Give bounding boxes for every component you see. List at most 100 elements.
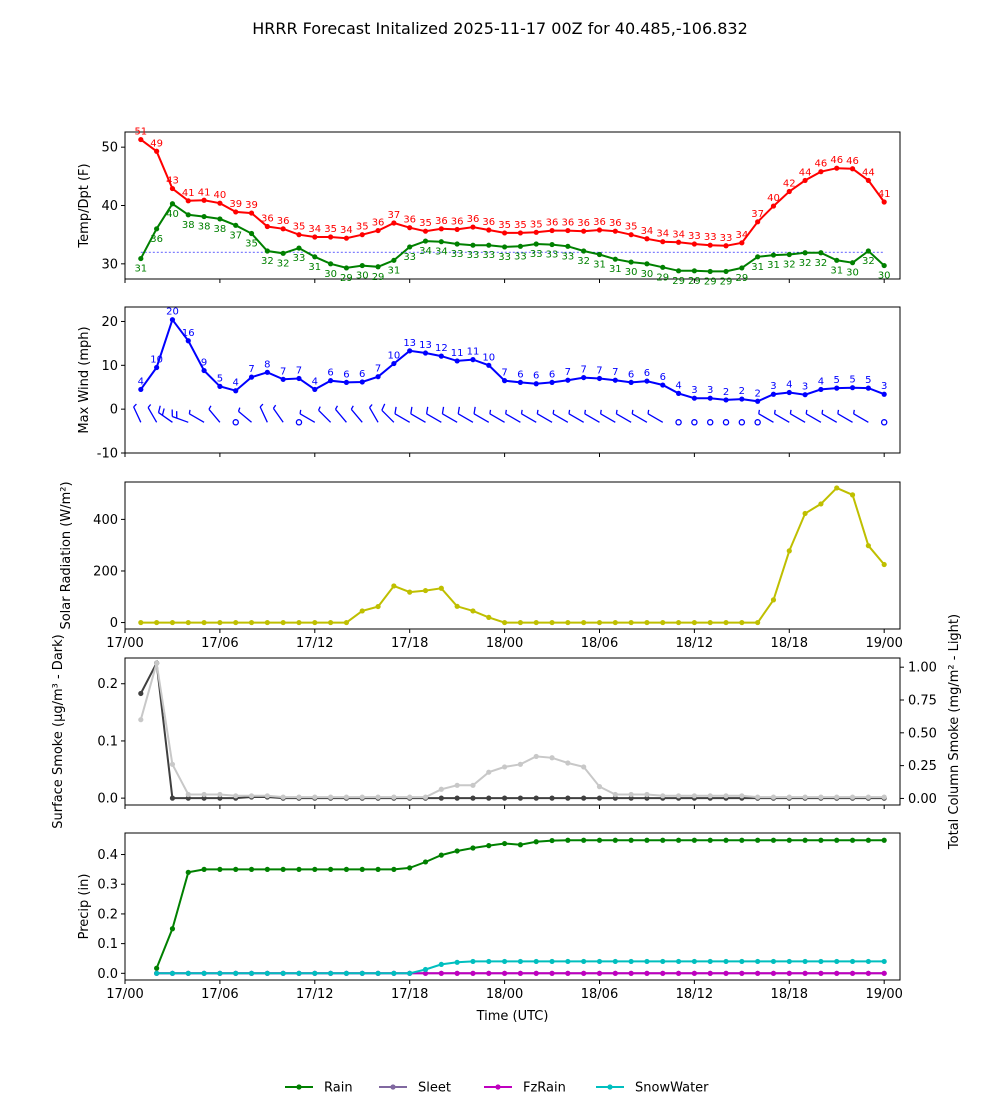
data-point <box>407 970 413 976</box>
data-label: 37 <box>751 209 764 220</box>
data-point <box>264 223 270 230</box>
data-label: 36 <box>482 217 495 228</box>
data-point <box>644 958 650 965</box>
data-point <box>581 619 587 626</box>
plot-frame <box>124 832 901 981</box>
y-tick-label: 0.1 <box>97 937 118 952</box>
data-label: 31 <box>751 262 764 273</box>
data-point <box>881 262 887 269</box>
data-point <box>786 794 792 800</box>
data-point <box>470 224 476 230</box>
data-point <box>849 794 856 800</box>
data-point <box>296 866 302 872</box>
data-label: 36 <box>561 218 574 229</box>
legend-label: Sleet <box>418 1081 451 1096</box>
data-point <box>470 357 476 363</box>
data-point <box>818 837 824 843</box>
data-point <box>154 619 160 626</box>
data-point <box>407 348 413 354</box>
data-point <box>517 379 524 386</box>
data-point <box>375 374 381 380</box>
series-line <box>140 486 885 624</box>
wind-barb-flag <box>789 409 792 414</box>
data-point <box>660 382 666 388</box>
wind-barb-staff <box>426 413 442 423</box>
series-surface-smoke <box>138 659 887 801</box>
y-right-tick-label: 0.75 <box>908 694 937 709</box>
data-point <box>328 234 334 240</box>
data-point <box>865 837 871 843</box>
data-point <box>407 244 413 250</box>
data-point <box>359 379 365 385</box>
data-point <box>312 794 318 800</box>
data-point <box>549 241 555 248</box>
wind-barb-flag <box>157 405 161 413</box>
data-point <box>786 970 792 976</box>
data-point <box>818 970 824 976</box>
data-label: 7 <box>501 368 507 379</box>
data-point <box>470 795 476 801</box>
wind-barb-flag <box>133 403 137 408</box>
data-label: 29 <box>735 273 748 284</box>
data-point <box>422 350 429 356</box>
wind-barb-staff <box>442 413 458 423</box>
data-label: 29 <box>372 272 385 283</box>
data-point <box>644 619 650 626</box>
data-point <box>438 226 444 232</box>
data-point <box>533 381 539 387</box>
data-point <box>549 379 555 386</box>
data-label: 29 <box>688 276 701 287</box>
data-point <box>565 227 571 234</box>
data-label: 44 <box>862 167 875 178</box>
data-point <box>248 970 255 976</box>
data-label: 30 <box>625 267 638 278</box>
data-point <box>422 859 429 865</box>
data-point <box>612 256 618 262</box>
y-right-axis-label: Total Column Smoke (mg/m² - Light) <box>947 614 962 850</box>
data-label: 35 <box>514 220 527 231</box>
x-tick-label: 17/12 <box>296 636 333 651</box>
legend: Rain Sleet FzRain SnowWater <box>285 1081 709 1096</box>
data-point <box>296 970 302 976</box>
x-tick-label: 18/18 <box>771 636 808 651</box>
data-point <box>217 866 223 872</box>
data-point <box>248 374 255 380</box>
y-tick-label: 0.1 <box>97 734 118 749</box>
data-point <box>770 391 777 397</box>
data-point <box>486 958 492 965</box>
data-point <box>517 842 524 848</box>
data-label: 29 <box>340 273 353 284</box>
data-point <box>802 837 808 843</box>
data-point <box>359 866 365 872</box>
wind-barb-flag <box>188 409 191 414</box>
data-point <box>644 791 650 798</box>
wind-barb-flag <box>584 409 587 414</box>
wind-barb-flag <box>773 409 776 414</box>
data-point <box>628 232 634 238</box>
data-point <box>486 795 492 801</box>
wind-barb-staff <box>147 407 158 423</box>
wind-barb-staff <box>457 413 474 423</box>
data-point <box>248 793 255 799</box>
calm-wind-circle <box>706 419 714 426</box>
data-label: 35 <box>419 218 432 229</box>
data-point <box>786 188 792 195</box>
wind-barb-staff <box>568 413 584 423</box>
wind-barb-staff <box>584 413 600 423</box>
data-label: 33 <box>293 253 306 264</box>
calm-wind-circle <box>722 419 730 426</box>
panel-smoke: 0.0 0.1 0.2 Surface Smoke (μg/m³ - Dark) 0.0… <box>51 614 962 850</box>
data-point <box>549 755 555 761</box>
data-point <box>154 660 160 666</box>
data-point <box>596 784 603 790</box>
data-point <box>533 241 539 247</box>
data-point <box>138 386 144 393</box>
data-label: 7 <box>296 365 302 376</box>
data-label: 4 <box>312 376 318 387</box>
data-point <box>375 866 381 872</box>
y-right-tick-label: 1.00 <box>908 661 937 676</box>
data-point <box>802 970 808 976</box>
data-point <box>675 837 682 843</box>
data-point <box>486 362 492 368</box>
